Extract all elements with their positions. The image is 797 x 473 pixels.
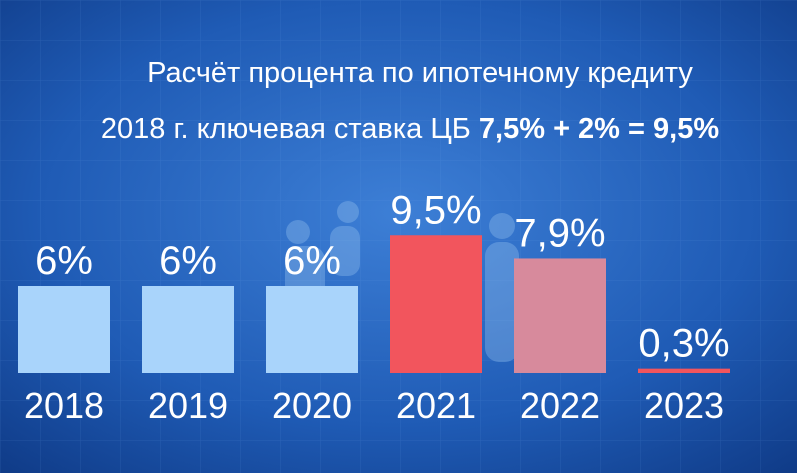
x-tick-label: 2021	[396, 385, 476, 426]
value-label: 0,3%	[638, 322, 729, 366]
x-tick-label: 2018	[24, 385, 104, 426]
bar	[142, 286, 234, 373]
x-tick-label: 2023	[644, 385, 724, 426]
bar	[390, 235, 482, 373]
value-label: 9,5%	[390, 188, 481, 232]
bar	[514, 258, 606, 373]
chart-subtitle: 2018 г. ключевая ставка ЦБ 7,5% + 2% = 9…	[101, 113, 719, 145]
bar	[266, 286, 358, 373]
value-label: 6%	[159, 239, 217, 283]
value-label: 6%	[283, 239, 341, 283]
bar	[638, 368, 730, 373]
decor-figures	[285, 201, 519, 362]
subtitle-formula: 7,5% + 2% = 9,5%	[479, 113, 719, 145]
value-label: 6%	[35, 239, 93, 283]
chart-title: Расчёт процента по ипотечному кредиту	[147, 57, 693, 89]
value-label: 7,9%	[514, 211, 605, 255]
subtitle-text: 2018 г. ключевая ставка ЦБ	[101, 113, 471, 145]
x-tick-label: 2022	[520, 385, 600, 426]
x-tick-label: 2020	[272, 385, 352, 426]
x-tick-label: 2019	[148, 385, 228, 426]
bar	[18, 286, 110, 373]
